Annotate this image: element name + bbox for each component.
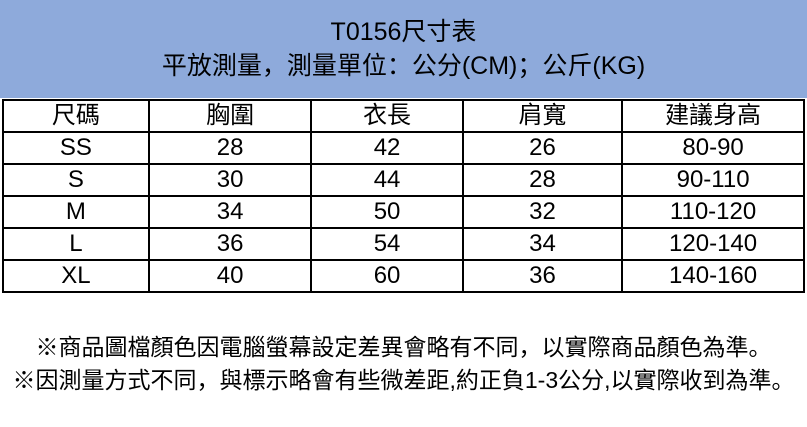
measurement-cell: 40	[147, 259, 313, 293]
size-table-header-row: 尺碼 胸圍 衣長 肩寬 建議身高	[2, 99, 805, 133]
measurement-cell: 54	[310, 227, 464, 261]
measurement-cell: 60	[310, 259, 464, 293]
size-label-cell: S	[2, 163, 150, 197]
size-label-cell: SS	[2, 131, 150, 165]
measurement-cell: 28	[147, 131, 313, 165]
measurement-cell: 34	[147, 195, 313, 229]
table-row: M 34 50 32 110-120	[2, 195, 805, 229]
measurement-cell: 36	[147, 227, 313, 261]
size-label-cell: M	[2, 195, 150, 229]
measurement-cell: 26	[461, 131, 624, 165]
table-row: L 36 54 34 120-140	[2, 227, 805, 261]
column-header-4: 建議身高	[621, 99, 805, 133]
measurement-cell: 80-90	[621, 131, 805, 165]
table-row: S 30 44 28 90-110	[2, 163, 805, 197]
measurement-cell: 30	[147, 163, 313, 197]
measurement-cell: 34	[461, 227, 624, 261]
size-table: 尺碼 胸圍 衣長 肩寬 建議身高 SS 28 42 26 80-90 S 30 44 28 90-110 M…	[2, 99, 805, 293]
note-color-difference: ※商品圖檔顏色因電腦螢幕設定差異會略有不同，以實際商品顏色為準。	[35, 334, 772, 360]
measurement-cell: 90-110	[621, 163, 805, 197]
table-row: XL 40 60 36 140-160	[2, 259, 805, 293]
measurement-cell: 140-160	[621, 259, 805, 293]
measurement-cell: 120-140	[621, 227, 805, 261]
size-table-body: SS 28 42 26 80-90 S 30 44 28 90-110 M 34 50 32 110-120…	[2, 131, 805, 293]
size-label-cell: L	[2, 227, 150, 261]
note-measurement-tolerance: ※因測量方式不同，與標示略會有些微差距,約正負1-3公分,以實際收到為準。	[12, 367, 795, 393]
column-header-2: 衣長	[310, 99, 464, 133]
page-title: T0156尺寸表	[330, 18, 477, 46]
size-label-cell: XL	[2, 259, 150, 293]
measurement-cell: 110-120	[621, 195, 805, 229]
column-header-0: 尺碼	[2, 99, 150, 133]
measurement-cell: 36	[461, 259, 624, 293]
measurement-cell: 32	[461, 195, 624, 229]
measurement-cell: 42	[310, 131, 464, 165]
measurement-cell: 50	[310, 195, 464, 229]
measurement-unit-subtitle: 平放測量，測量單位：公分(CM)；公斤(KG)	[161, 52, 646, 80]
measurement-cell: 44	[310, 163, 464, 197]
table-row: SS 28 42 26 80-90	[2, 131, 805, 165]
disclaimer-notes: ※商品圖檔顏色因電腦螢幕設定差異會略有不同，以實際商品顏色為準。 ※因測量方式不…	[0, 331, 807, 397]
column-header-3: 肩寬	[461, 99, 624, 133]
title-banner: T0156尺寸表 平放測量，測量單位：公分(CM)；公斤(KG)	[0, 0, 807, 98]
column-header-1: 胸圍	[147, 99, 313, 133]
measurement-cell: 28	[461, 163, 624, 197]
